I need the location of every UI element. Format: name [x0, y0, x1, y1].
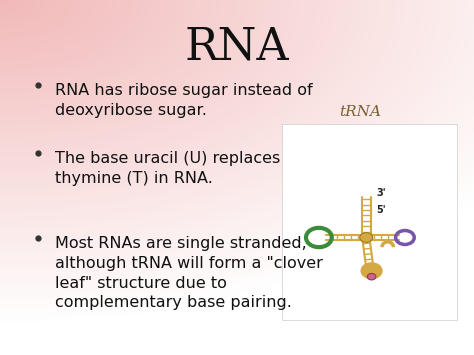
Text: RNA: RNA: [185, 25, 289, 68]
Text: The base uracil (U) replaces
thymine (T) in RNA.: The base uracil (U) replaces thymine (T)…: [55, 151, 280, 186]
Text: RNA has ribose sugar instead of
deoxyribose sugar.: RNA has ribose sugar instead of deoxyrib…: [55, 83, 312, 118]
Text: 3': 3': [376, 189, 386, 198]
Circle shape: [362, 263, 382, 278]
Bar: [282, 124, 457, 320]
Text: 5': 5': [376, 204, 386, 214]
Circle shape: [367, 273, 376, 280]
Circle shape: [360, 233, 373, 242]
Text: Most RNAs are single stranded,
although tRNA will form a "clover
leaf" structure: Most RNAs are single stranded, although …: [55, 236, 322, 311]
Text: tRNA: tRNA: [339, 105, 381, 119]
